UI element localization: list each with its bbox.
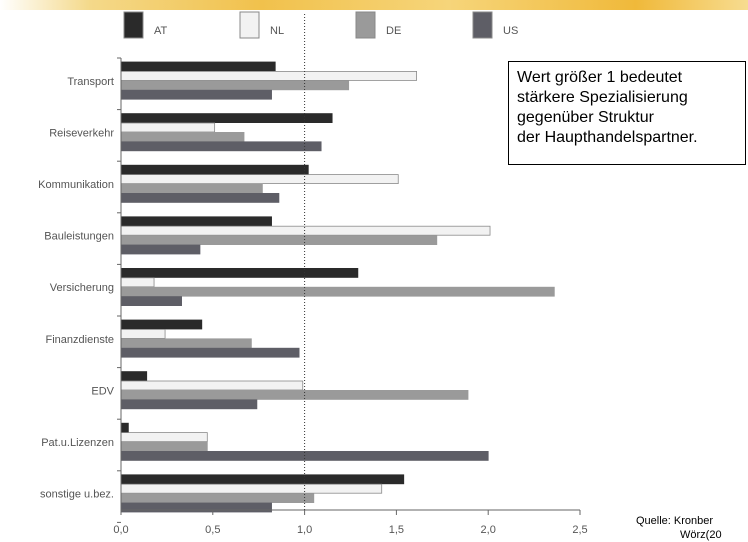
decorative-top-band	[0, 0, 748, 10]
chart-axes: 0,0 0,5 1,0 1,5 2,0 2,5	[113, 14, 588, 536]
bar-de	[120, 80, 350, 91]
bar-at	[120, 267, 359, 278]
x-tick-label: 2,5	[572, 524, 587, 536]
legend-swatch	[472, 11, 493, 39]
bar-de	[120, 389, 469, 400]
chart-legend: AT NL DE US	[123, 11, 518, 39]
bar-de	[120, 183, 263, 194]
category-label: sonstige u.bez.	[40, 489, 114, 501]
legend-label: DE	[386, 25, 401, 37]
x-tick-label: 0,5	[205, 524, 220, 536]
bar-at	[120, 474, 405, 485]
legend-swatch	[123, 11, 144, 39]
bar-de	[120, 131, 245, 142]
bar-nl	[120, 71, 417, 81]
legend-swatch	[239, 11, 260, 39]
bar-nl	[120, 483, 383, 494]
bar-nl	[120, 225, 491, 236]
bar-de	[120, 441, 208, 452]
bar-at	[120, 422, 129, 433]
annotation-line: Wert größer 1 bedeutet	[517, 69, 683, 86]
legend-label: US	[503, 25, 518, 37]
annotation-line: gegenüber Struktur	[517, 109, 654, 126]
bar-nl	[120, 328, 166, 339]
bar-de	[120, 235, 438, 246]
bar-nl	[120, 380, 304, 391]
bar-at	[120, 216, 272, 227]
x-tick-label: 1,0	[297, 524, 312, 536]
bar-at	[120, 113, 333, 123]
x-tick-label: 1,5	[389, 524, 404, 536]
bar-us	[120, 89, 272, 100]
source-line-1: Quelle: Kronber	[636, 515, 714, 527]
annotation-box: Wert größer 1 bedeutet stärkere Speziali…	[508, 61, 746, 165]
bar-us	[120, 399, 258, 410]
legend-label: AT	[154, 25, 168, 37]
bar-at	[120, 371, 148, 382]
x-tick-label: 2,0	[481, 524, 496, 536]
legend-label: NL	[270, 25, 284, 37]
legend-swatch	[355, 11, 376, 39]
category-label: Transport	[67, 76, 114, 88]
chart-bars: Transport Reiseverkehr Kommunikation Baulei…	[38, 61, 555, 513]
bar-de	[120, 338, 252, 349]
bar-at	[120, 319, 203, 330]
bar-nl	[120, 277, 155, 288]
bar-nl	[120, 174, 399, 185]
category-label: Finanzdienste	[46, 334, 115, 346]
category-label: Versicherung	[50, 282, 114, 294]
bar-de	[120, 493, 315, 504]
category-label: EDV	[91, 385, 114, 397]
bar-us	[120, 192, 280, 203]
bar-us	[120, 244, 201, 255]
bar-nl	[120, 432, 208, 443]
category-label: Reiseverkehr	[49, 127, 114, 139]
bar-de	[120, 286, 555, 297]
category-label: Bauleistungen	[44, 231, 114, 243]
bar-us	[120, 502, 272, 513]
source-line-2: Wörz(20	[680, 529, 722, 541]
bar-at	[120, 61, 276, 72]
annotation-line: der Haupthandelspartner.	[517, 129, 698, 146]
x-tick-label: 0,0	[113, 524, 128, 536]
category-label: Kommunikation	[38, 179, 114, 191]
bar-us	[120, 141, 322, 152]
category-label: Pat.u.Lizenzen	[41, 437, 114, 449]
bar-at	[120, 164, 309, 175]
source-note: Quelle: Kronber Wörz(20	[636, 514, 748, 542]
bar-us	[120, 296, 182, 307]
bar-us	[120, 347, 300, 358]
annotation-line: stärkere Spezialisierung	[517, 89, 688, 106]
bar-nl	[120, 122, 216, 133]
